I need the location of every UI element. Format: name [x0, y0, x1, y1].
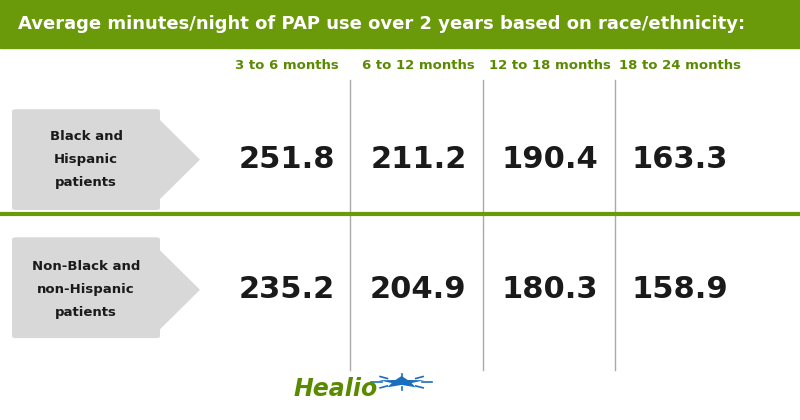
Polygon shape [378, 376, 425, 387]
Bar [0, 0, 800, 48]
Text: 180.3: 180.3 [502, 275, 598, 304]
Text: Healio: Healio [294, 376, 378, 401]
Text: 251.8: 251.8 [238, 145, 334, 174]
Text: 6 to 12 months: 6 to 12 months [362, 59, 474, 71]
Text: 235.2: 235.2 [238, 275, 334, 304]
Text: 190.4: 190.4 [502, 145, 598, 174]
Text: 211.2: 211.2 [370, 145, 466, 174]
Text: 3 to 6 months: 3 to 6 months [234, 59, 338, 71]
Text: Average minutes/night of PAP use over 2 years based on race/ethnicity:: Average minutes/night of PAP use over 2 … [18, 15, 745, 33]
Text: 18 to 24 months: 18 to 24 months [619, 59, 741, 71]
Text: 158.9: 158.9 [632, 275, 728, 304]
Text: 12 to 18 months: 12 to 18 months [489, 59, 610, 71]
Text: patients: patients [55, 307, 117, 319]
FancyBboxPatch shape [12, 109, 160, 210]
Text: Black and: Black and [50, 130, 122, 143]
Text: 163.3: 163.3 [632, 145, 728, 174]
FancyBboxPatch shape [12, 237, 160, 338]
Text: non-Hispanic: non-Hispanic [37, 284, 135, 296]
Text: patients: patients [55, 176, 117, 189]
Text: Non-Black and: Non-Black and [32, 260, 140, 273]
Text: Hispanic: Hispanic [54, 153, 118, 166]
Polygon shape [156, 116, 200, 203]
Polygon shape [156, 246, 200, 333]
Text: 204.9: 204.9 [370, 275, 466, 304]
